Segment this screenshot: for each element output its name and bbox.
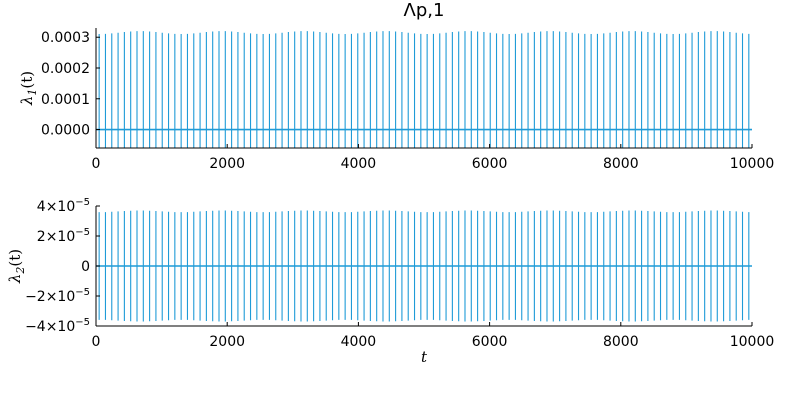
top-x-tick-label: 4000 — [341, 156, 377, 172]
top-y-tick-label: 0.0002 — [41, 61, 90, 77]
bottom-x-tick-label: 4000 — [341, 334, 377, 350]
bottom-y-tick-label: −4×10−5 — [25, 317, 90, 335]
top-y-axis-label: λ1(t) — [18, 71, 39, 106]
bottom-y-label-main: λ — [6, 274, 24, 285]
bottom-y-tick-label: −2×10−5 — [25, 287, 90, 305]
top-y-tick-label: 0.0001 — [41, 92, 90, 108]
top-y-tick-label: 0.0000 — [41, 123, 90, 139]
top-y-label-arg: (t) — [18, 71, 36, 89]
top-series-marks — [96, 31, 752, 148]
bottom-x-ticks: 0 2000 4000 6000 8000 10000 — [92, 322, 775, 350]
bottom-x-tick-label: 10000 — [730, 334, 775, 350]
top-x-tick-label: 2000 — [209, 156, 245, 172]
top-y-ticks: 0.0000 0.0001 0.0002 0.0003 — [41, 30, 100, 139]
bottom-y-ticks: −4×10−5 −2×10−5 0 2×10−5 4×10−5 — [25, 197, 100, 335]
bottom-y-tick-label: 0 — [81, 259, 90, 275]
top-y-label-sub: 1 — [26, 89, 39, 96]
bottom-panel: −4×10−5 −2×10−5 0 2×10−5 4×10−5 0 2000 4000 600… — [6, 197, 774, 366]
top-x-tick-label: 8000 — [603, 156, 639, 172]
top-panel: Λp,1 0.0000 0.0001 0.0002 0.0003 0 2000 4000 6… — [18, 0, 774, 172]
top-x-tick-label: 0 — [92, 156, 101, 172]
top-chart-title: Λp,1 — [404, 0, 445, 21]
bottom-y-label-sub: 2 — [14, 267, 27, 275]
top-x-tick-label: 10000 — [730, 156, 775, 172]
bottom-series-marks — [96, 210, 752, 322]
top-x-tick-label: 6000 — [472, 156, 508, 172]
bottom-y-label-arg: (t) — [6, 249, 24, 267]
bottom-x-tick-label: 2000 — [209, 334, 245, 350]
bottom-x-tick-label: 8000 — [603, 334, 639, 350]
bottom-y-axis-label: λ2(t) — [6, 249, 27, 284]
top-y-label-main: λ — [18, 96, 36, 107]
top-y-tick-label: 0.0003 — [41, 30, 90, 46]
bottom-x-axis-label: t — [421, 348, 428, 366]
top-x-ticks: 0 2000 4000 6000 8000 10000 — [92, 144, 775, 172]
bottom-y-tick-label: 4×10−5 — [37, 197, 90, 215]
top-series-spikes — [98, 31, 750, 148]
bottom-y-tick-label: 2×10−5 — [37, 227, 90, 245]
bottom-x-tick-label: 6000 — [472, 334, 508, 350]
bottom-x-tick-label: 0 — [92, 334, 101, 350]
